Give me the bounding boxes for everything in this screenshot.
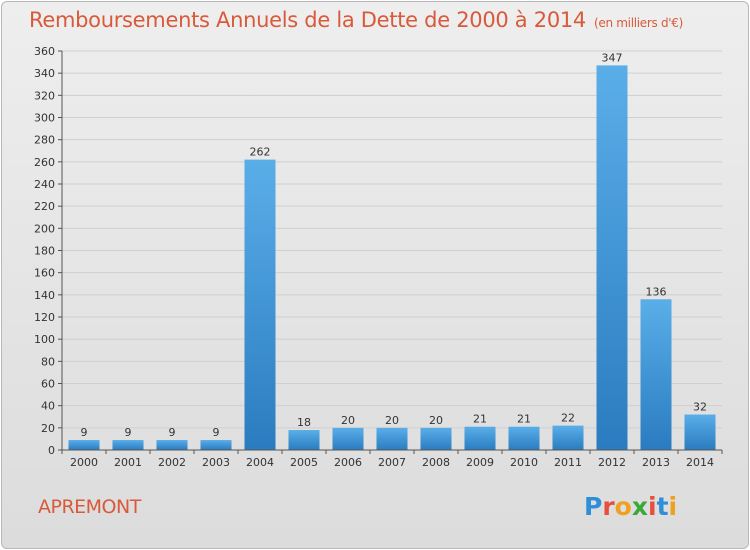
logo-letter: o	[614, 492, 632, 521]
x-tick-label: 2008	[422, 456, 450, 469]
x-axis-ticks: 2000 2001 2002 2003 2004 2005 2006 2007 2008 2009…	[61, 450, 723, 469]
data-label: 20	[429, 414, 443, 427]
data-label: 22	[561, 412, 575, 425]
chart-unit: (en milliers d'€)	[594, 16, 684, 30]
x-tick-label: 2013	[642, 456, 670, 469]
y-tick-label: 40	[41, 400, 55, 413]
bar	[596, 65, 628, 451]
logo-letter: x	[631, 492, 648, 521]
bar	[552, 425, 584, 450]
bar	[112, 440, 144, 450]
data-label: 9	[81, 426, 88, 439]
y-tick-label: 60	[41, 378, 55, 391]
y-tick-label: 160	[34, 267, 55, 280]
bar	[332, 427, 364, 450]
bar	[376, 427, 408, 450]
data-label: 347	[602, 51, 623, 64]
bar	[288, 430, 320, 450]
data-label: 9	[213, 426, 220, 439]
x-tick-label: 2009	[466, 456, 494, 469]
bars: 9 9 9 9 262 18 20 20 20 21 21 22 347 136 32	[68, 51, 716, 451]
data-label: 18	[297, 416, 311, 429]
y-axis-ticks: 0 20 40 60 80 100 120 140 160 180 200 220 240 260 280 3…	[34, 45, 62, 457]
axes	[61, 51, 722, 451]
y-tick-label: 280	[34, 134, 55, 147]
bar	[684, 414, 716, 450]
logo-letter: r	[602, 492, 615, 521]
x-tick-label: 2012	[598, 456, 626, 469]
y-tick-label: 200	[34, 222, 55, 235]
bar	[68, 440, 100, 450]
y-tick-label: 80	[41, 355, 55, 368]
data-label: 21	[473, 413, 487, 426]
x-tick-label: 2006	[334, 456, 362, 469]
x-tick-label: 2000	[70, 456, 98, 469]
chart-title: Remboursements Annuels de la Dette de 20…	[29, 8, 683, 32]
bar	[508, 426, 540, 450]
y-tick-label: 140	[34, 289, 55, 302]
y-tick-label: 360	[34, 45, 55, 58]
city-name: APREMONT	[38, 496, 141, 518]
y-tick-label: 120	[34, 311, 55, 324]
data-label: 20	[385, 414, 399, 427]
y-tick-label: 220	[34, 200, 55, 213]
bar	[464, 426, 496, 450]
data-label: 20	[341, 414, 355, 427]
bar	[640, 299, 672, 450]
data-label: 136	[646, 285, 667, 298]
logo-letter: P	[584, 492, 603, 521]
y-tick-label: 100	[34, 333, 55, 346]
y-tick-label: 180	[34, 245, 55, 258]
bar	[156, 440, 188, 450]
y-tick-label: 20	[41, 422, 55, 435]
x-tick-label: 2010	[510, 456, 538, 469]
y-tick-label: 300	[34, 112, 55, 125]
logo-letter: t	[656, 492, 669, 521]
data-label: 32	[693, 401, 707, 414]
x-tick-label: 2004	[246, 456, 274, 469]
y-tick-label: 260	[34, 156, 55, 169]
data-label: 9	[125, 426, 132, 439]
x-tick-label: 2005	[290, 456, 318, 469]
y-tick-label: 240	[34, 178, 55, 191]
bar	[244, 159, 276, 450]
x-tick-label: 2007	[378, 456, 406, 469]
data-label: 9	[169, 426, 176, 439]
data-label: 21	[517, 413, 531, 426]
y-tick-label: 320	[34, 89, 55, 102]
bar	[200, 440, 232, 450]
data-label: 262	[250, 146, 271, 159]
x-tick-label: 2002	[158, 456, 186, 469]
y-tick-label: 340	[34, 67, 55, 80]
x-tick-label: 2014	[686, 456, 714, 469]
proxiti-logo: Proxiti	[584, 492, 677, 521]
chart-title-text: Remboursements Annuels de la Dette de 20…	[29, 8, 586, 32]
x-tick-label: 2003	[202, 456, 230, 469]
x-tick-label: 2001	[114, 456, 142, 469]
logo-letter: i	[648, 492, 657, 521]
x-tick-label: 2011	[554, 456, 582, 469]
logo-letter: i	[668, 492, 678, 521]
bar	[420, 427, 452, 450]
y-tick-label: 0	[48, 444, 55, 457]
